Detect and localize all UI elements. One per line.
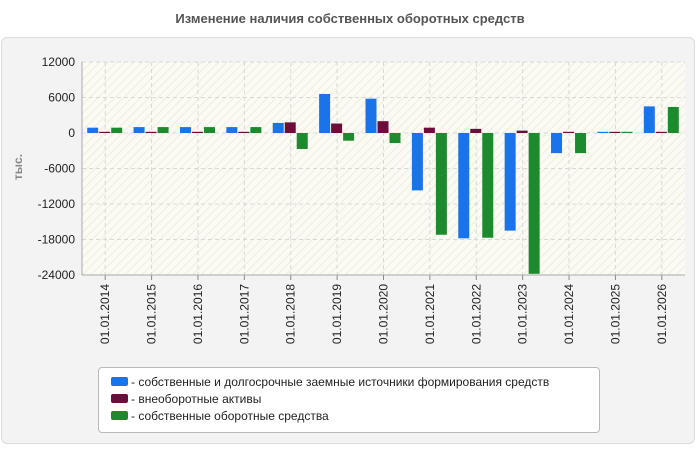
bar [87, 127, 99, 133]
x-tick-label: 01.01.2022 [469, 284, 483, 344]
legend-label-sources: - собственные и долгосрочные заемные ист… [131, 375, 550, 389]
legend-item-sources: - собственные и долгосрочные заемные ист… [111, 375, 549, 391]
bar [365, 98, 377, 133]
x-tick-label: 01.01.2025 [608, 284, 622, 344]
x-tick-label: 01.01.2016 [191, 284, 205, 344]
bar [516, 130, 528, 133]
bar [458, 133, 470, 239]
legend-item-noncurrent: - внеоборотные активы [111, 392, 261, 408]
y-tick-label: -18000 [38, 233, 76, 247]
bar [133, 127, 145, 133]
x-tick-label: 01.01.2014 [98, 284, 112, 344]
x-tick-label: 01.01.2021 [423, 284, 437, 344]
x-tick-label: 01.01.2015 [145, 284, 159, 344]
bar [643, 106, 655, 133]
legend-swatch-noncurrent [111, 394, 128, 404]
legend-swatch-working-capital [111, 411, 128, 421]
legend: - собственные и долгосрочные заемные ист… [98, 367, 600, 433]
x-tick-label: 01.01.2023 [516, 284, 530, 344]
bar [597, 131, 609, 133]
bar [99, 131, 111, 133]
y-tick-label: -12000 [38, 197, 76, 211]
legend-label-working-capital: - собственные оборотные средства [131, 409, 329, 423]
bar [377, 121, 389, 133]
bar [157, 127, 169, 133]
legend-item-working-capital: - собственные оборотные средства [111, 409, 329, 425]
bar [470, 128, 482, 133]
y-tick-label: 12000 [42, 55, 76, 69]
bar [226, 127, 238, 133]
bar [203, 127, 215, 133]
y-tick-label: 0 [68, 126, 75, 140]
chart-title: Изменение наличия собственных оборотных … [175, 11, 525, 26]
bar [331, 123, 343, 133]
y-tick-label: -6000 [44, 162, 75, 176]
bar [575, 133, 587, 154]
bar [504, 133, 516, 231]
bar [655, 131, 667, 133]
bar [528, 133, 540, 274]
bar [296, 133, 308, 149]
bar [284, 122, 296, 133]
bar [551, 133, 563, 154]
bar [389, 133, 401, 144]
bar [343, 133, 355, 141]
x-tick-label: 01.01.2026 [655, 284, 669, 344]
bar [272, 122, 284, 133]
bar [179, 127, 191, 133]
x-tick-label: 01.01.2024 [562, 284, 576, 344]
bar [621, 131, 633, 133]
bar [111, 127, 123, 133]
bar [435, 133, 447, 235]
bar [667, 106, 679, 133]
x-tick-label: 01.01.2018 [284, 284, 298, 344]
bar [191, 131, 203, 133]
bar [482, 133, 494, 238]
bar [411, 133, 423, 191]
bar [145, 131, 157, 133]
bar [563, 131, 575, 133]
x-tick-label: 01.01.2019 [330, 284, 344, 344]
y-tick-label: -24000 [38, 268, 76, 282]
bar [609, 131, 621, 133]
bar [319, 93, 331, 133]
y-tick-label: 6000 [48, 91, 75, 105]
bar [238, 131, 250, 133]
x-tick-label: 01.01.2017 [237, 284, 251, 344]
legend-swatch-sources [111, 377, 128, 387]
x-tick-label: 01.01.2020 [377, 284, 391, 344]
bar [250, 127, 262, 133]
legend-label-noncurrent: - внеоборотные активы [131, 392, 262, 406]
bar [423, 127, 435, 133]
y-axis-label: тыс. [11, 154, 25, 180]
